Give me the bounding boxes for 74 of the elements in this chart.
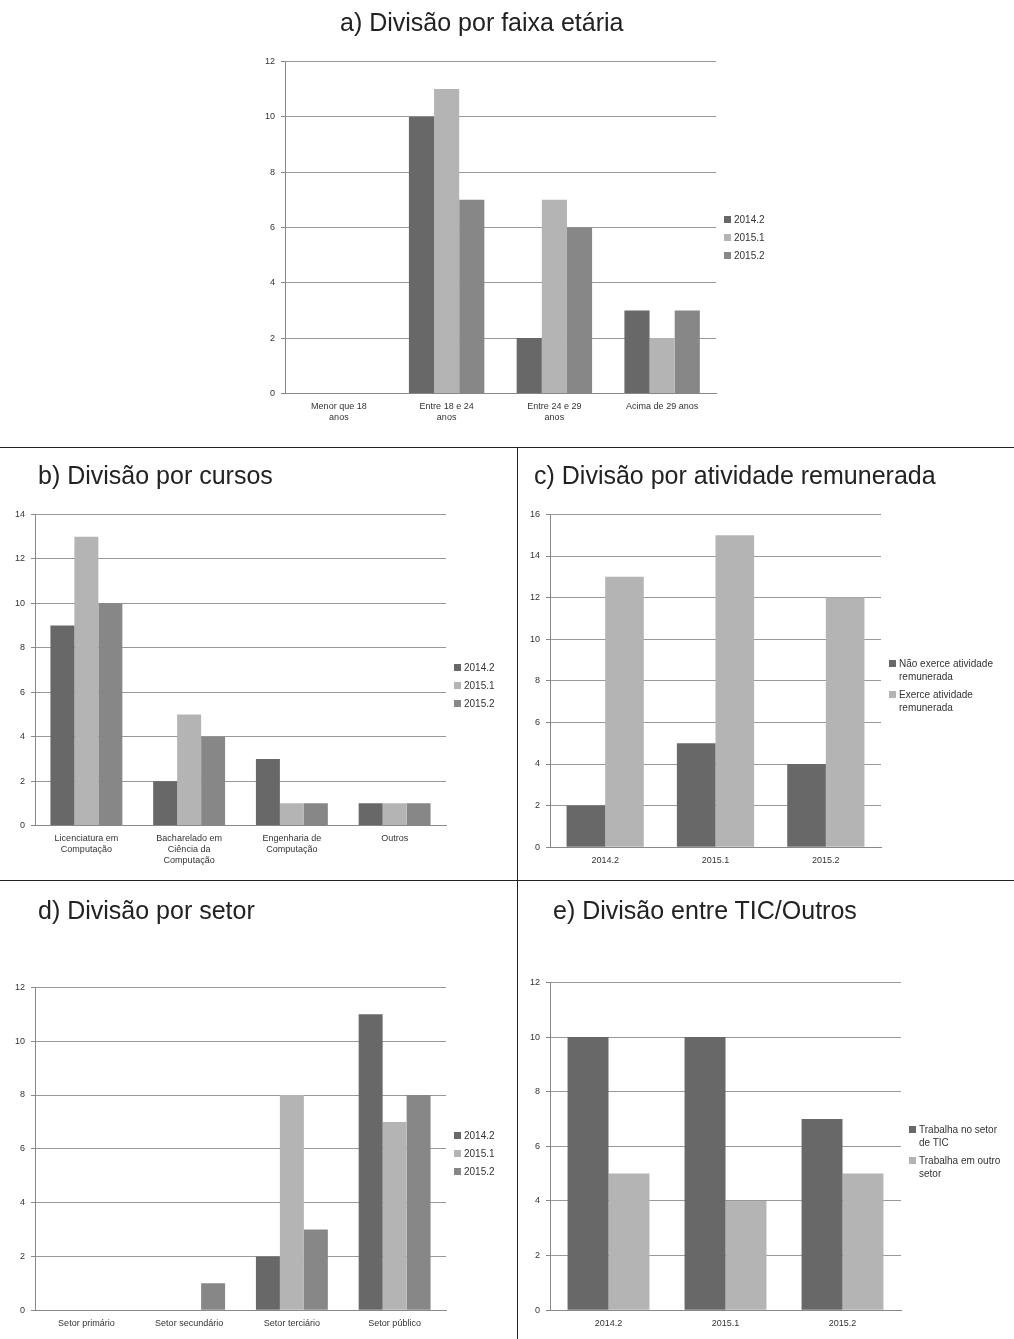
x-tick-label: Setor primário bbox=[58, 1318, 115, 1329]
chart-title: c) Divisão por atividade remunerada bbox=[534, 461, 936, 490]
y-tick-label: 10 bbox=[530, 633, 541, 644]
x-tick-label: 2015.2 bbox=[828, 1318, 857, 1329]
y-tick-label: 0 bbox=[535, 841, 541, 852]
legend-label: 2015.2 bbox=[734, 249, 765, 262]
y-tick-label: 12 bbox=[530, 976, 541, 987]
x-tick-label: 2014.2 bbox=[591, 855, 619, 866]
y-tick-label: 12 bbox=[15, 553, 26, 564]
y-tick-label: 8 bbox=[20, 642, 26, 653]
chart-title: b) Divisão por cursos bbox=[38, 461, 273, 490]
y-tick-label: 2 bbox=[20, 1250, 26, 1261]
y-tick-label: 8 bbox=[535, 675, 541, 686]
legend-label: 2014.2 bbox=[464, 1129, 495, 1142]
legend-label: 2015.1 bbox=[464, 1147, 495, 1160]
legend-label: 2015.1 bbox=[464, 679, 495, 692]
y-tick-label: 8 bbox=[20, 1089, 26, 1100]
x-tick-label: Bacharelado em Ciência da Computação bbox=[156, 833, 222, 866]
y-tick-label: 4 bbox=[535, 758, 541, 769]
y-tick-label: 0 bbox=[20, 820, 26, 831]
x-tick-label: 2015.1 bbox=[701, 855, 730, 866]
y-tick-label: 6 bbox=[20, 1143, 26, 1154]
x-tick-label: Setor público bbox=[368, 1318, 421, 1329]
y-tick-label: 6 bbox=[270, 221, 276, 232]
x-tick-label: Licenciatura em Computação bbox=[54, 833, 119, 855]
y-tick-label: 0 bbox=[535, 1304, 541, 1315]
y-tick-label: 4 bbox=[20, 731, 26, 742]
y-tick-label: 4 bbox=[270, 277, 276, 288]
y-tick-label: 8 bbox=[270, 166, 276, 177]
legend-label: 2015.1 bbox=[734, 231, 765, 244]
y-tick-label: 8 bbox=[535, 1086, 541, 1097]
chart-title: d) Divisão por setor bbox=[38, 896, 255, 925]
y-tick-label: 10 bbox=[15, 597, 26, 608]
y-tick-label: 4 bbox=[535, 1195, 541, 1206]
y-tick-label: 0 bbox=[270, 387, 276, 398]
x-tick-label: 2015.2 bbox=[812, 855, 840, 866]
y-tick-label: 2 bbox=[270, 332, 276, 343]
legend-label: Não exerce atividade remunerada bbox=[899, 657, 994, 683]
y-tick-label: 12 bbox=[530, 592, 541, 603]
x-tick-label: Outros bbox=[381, 833, 409, 844]
x-tick-label: Entre 18 e 24 anos bbox=[419, 401, 474, 423]
x-tick-label: Engenharia de Computação bbox=[262, 833, 322, 855]
legend-label: Trabalha no setor de TIC bbox=[919, 1122, 998, 1149]
x-tick-label: Entre 24 e 29 anos bbox=[527, 401, 582, 423]
y-tick-label: 2 bbox=[535, 800, 541, 811]
y-tick-label: 2 bbox=[535, 1250, 541, 1261]
x-tick-label: Setor secundário bbox=[155, 1318, 224, 1329]
x-tick-label: Menor que 18 anos bbox=[311, 401, 367, 423]
x-tick-label: Acima de 29 anos bbox=[626, 401, 699, 412]
x-tick-label: 2014.2 bbox=[594, 1318, 623, 1329]
x-tick-label: 2015.1 bbox=[711, 1318, 740, 1329]
y-tick-label: 0 bbox=[20, 1304, 26, 1315]
y-tick-label: 6 bbox=[535, 716, 541, 727]
y-tick-label: 14 bbox=[530, 550, 541, 561]
legend-label: 2015.2 bbox=[464, 697, 495, 710]
y-tick-label: 2 bbox=[20, 775, 26, 786]
y-tick-label: 10 bbox=[15, 1035, 26, 1046]
chart-title: a) Divisão por faixa etária bbox=[340, 8, 624, 37]
y-tick-label: 12 bbox=[15, 981, 26, 992]
y-tick-label: 4 bbox=[20, 1197, 26, 1208]
legend-label: Trabalha em outro setor bbox=[919, 1153, 1002, 1180]
y-tick-label: 10 bbox=[530, 1031, 541, 1042]
legend-label: Exerce atividade remunerada bbox=[899, 688, 974, 714]
y-tick-label: 6 bbox=[20, 686, 26, 697]
y-tick-label: 12 bbox=[265, 55, 276, 66]
y-tick-label: 16 bbox=[530, 508, 541, 519]
y-tick-label: 6 bbox=[535, 1140, 541, 1151]
y-tick-label: 10 bbox=[265, 111, 276, 122]
x-tick-label: Setor terciário bbox=[263, 1318, 320, 1329]
legend-label: 2014.2 bbox=[464, 661, 495, 674]
chart-title: e) Divisão entre TIC/Outros bbox=[553, 896, 857, 925]
legend-label: 2014.2 bbox=[734, 213, 765, 226]
y-tick-label: 14 bbox=[15, 508, 26, 519]
legend-label: 2015.2 bbox=[464, 1165, 495, 1178]
